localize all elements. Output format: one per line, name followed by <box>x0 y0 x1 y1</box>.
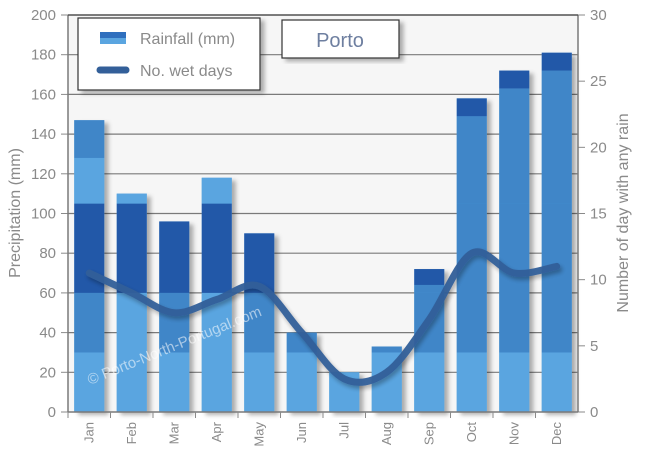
y-tick-label: 60 <box>39 285 56 302</box>
y-tick-label: 0 <box>48 404 56 421</box>
y-tick-label: 80 <box>39 245 56 262</box>
axes: 0 20 40 60 80 100 120 140 160 180 200 0 5 10 15 20 25 30 J… <box>31 7 607 447</box>
x-tick-label: Jan <box>81 422 96 443</box>
chart-title: Porto <box>316 30 364 52</box>
bar-may <box>244 233 275 412</box>
x-tick-label: Mar <box>166 421 181 444</box>
legend-label-wet-days: No. wet days <box>140 63 232 80</box>
x-tick-label: Sep <box>421 422 436 445</box>
y-tick-label: 120 <box>31 166 56 183</box>
y-tick-label: 160 <box>31 86 56 103</box>
y-axis-label: Precipitation (mm) <box>7 148 24 278</box>
title-box: Porto <box>281 19 400 59</box>
x-tick-label: May <box>251 422 266 447</box>
x-tick-label: Feb <box>124 422 139 444</box>
y-tick-label: 40 <box>39 325 56 342</box>
bar-jun <box>286 332 317 412</box>
y2-tick-label: 20 <box>590 139 607 156</box>
bar-feb <box>116 193 147 412</box>
legend-label-rainfall: Rainfall (mm) <box>140 31 235 48</box>
y-tick-label: 20 <box>39 364 56 381</box>
bar-mar <box>159 221 190 412</box>
y2-tick-label: 10 <box>590 272 607 289</box>
bar-nov <box>499 70 530 412</box>
x-tick-label: Aug <box>379 422 394 445</box>
x-tick-label: Jul <box>336 422 351 439</box>
bars <box>74 52 572 413</box>
x-tick-label: Nov <box>506 422 521 446</box>
bar-dec <box>541 52 572 413</box>
y2-tick-label: 30 <box>590 7 607 24</box>
y-tick-label: 180 <box>31 47 56 64</box>
y2-tick-label: 5 <box>590 338 598 355</box>
y2-tick-label: 25 <box>590 73 607 90</box>
y-tick-label: 200 <box>31 7 56 24</box>
x-tick-label: Apr <box>209 421 224 442</box>
y-tick-label: 140 <box>31 126 56 143</box>
legend: Rainfall (mm) No. wet days <box>77 17 261 91</box>
x-tick-label: Dec <box>549 422 564 446</box>
bar-apr <box>201 177 232 412</box>
wet-days-line <box>85 248 561 386</box>
x-tick-label: Jun <box>294 422 309 443</box>
y2-tick-label: 0 <box>590 404 598 421</box>
y2-tick-label: 15 <box>590 206 607 223</box>
y-tick-label: 100 <box>31 206 56 223</box>
bar-jan <box>74 120 105 412</box>
y2-axis-label: Number of day with any rain <box>615 113 632 312</box>
x-tick-label: Oct <box>464 422 479 443</box>
